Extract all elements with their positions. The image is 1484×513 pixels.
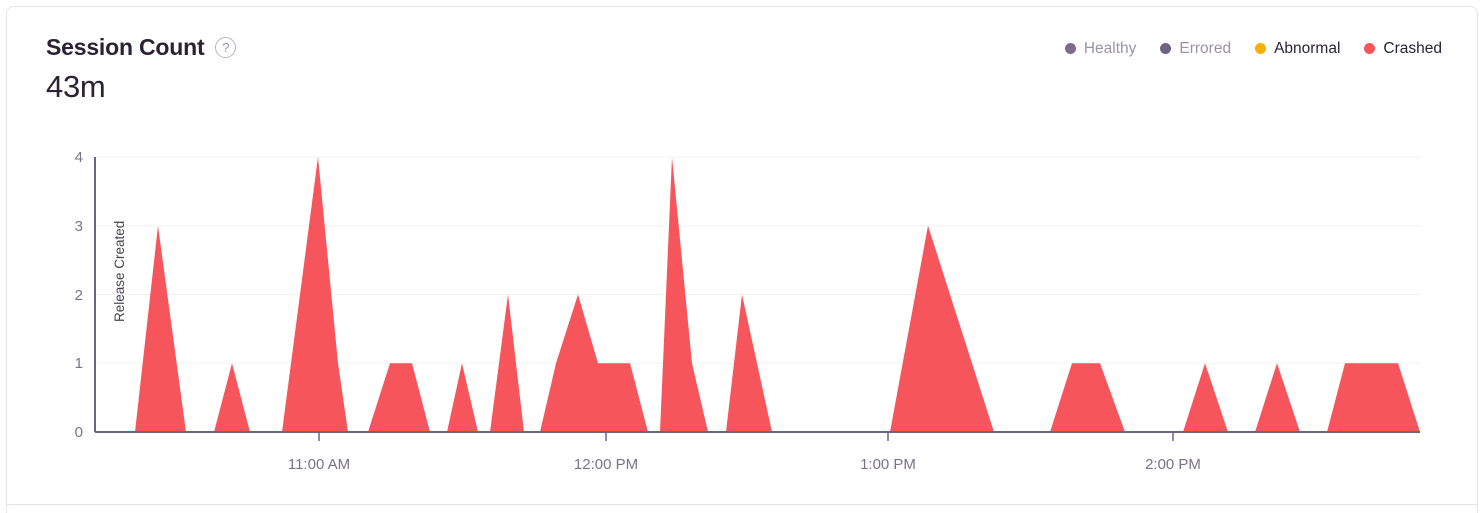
legend-dot-icon bbox=[1064, 43, 1076, 55]
summary-value: 43m bbox=[46, 69, 106, 104]
legend-label: Abnormal bbox=[1274, 40, 1341, 57]
y-axis-tick-label: 2 bbox=[74, 286, 83, 304]
question-circle-icon[interactable]: ? bbox=[215, 37, 237, 58]
y-axis-tick-label: 3 bbox=[74, 217, 83, 235]
x-axis-tick-label: 1:00 PM bbox=[860, 456, 916, 473]
legend-label: Crashed bbox=[1383, 40, 1442, 57]
release-marker-label: Release Created bbox=[112, 220, 127, 322]
legend-item-crashed[interactable]: Crashed bbox=[1364, 41, 1442, 57]
y-axis-tick-label: 4 bbox=[74, 149, 83, 166]
x-axis-tick-label: 12:00 PM bbox=[573, 456, 639, 473]
legend-item-healthy[interactable]: Healthy bbox=[1064, 40, 1137, 57]
legend-item-abnormal[interactable]: Abnormal bbox=[1255, 41, 1340, 57]
legend-label: Errored bbox=[1179, 40, 1232, 57]
title-row: Session Count ? bbox=[46, 36, 1444, 59]
legend-dot-icon bbox=[1160, 43, 1172, 55]
y-axis-tick-label: 0 bbox=[74, 424, 83, 441]
chart-legend: Healthy Errored Abnormal Crashed bbox=[1064, 40, 1442, 57]
legend-label: Healthy bbox=[1083, 40, 1137, 57]
x-axis-tick-label: 2:00 PM bbox=[1145, 456, 1201, 473]
legend-dot-icon bbox=[1364, 43, 1376, 55]
y-axis-tick-label: 1 bbox=[74, 355, 83, 373]
card-bottom-divider bbox=[7, 504, 1477, 505]
card-header: Session Count ? 43m bbox=[46, 36, 1444, 126]
legend-dot-icon bbox=[1255, 43, 1267, 55]
page-title: Session Count bbox=[46, 34, 205, 60]
legend-item-errored[interactable]: Errored bbox=[1160, 41, 1231, 57]
x-axis-tick-label: 11:00 AM bbox=[287, 456, 351, 473]
